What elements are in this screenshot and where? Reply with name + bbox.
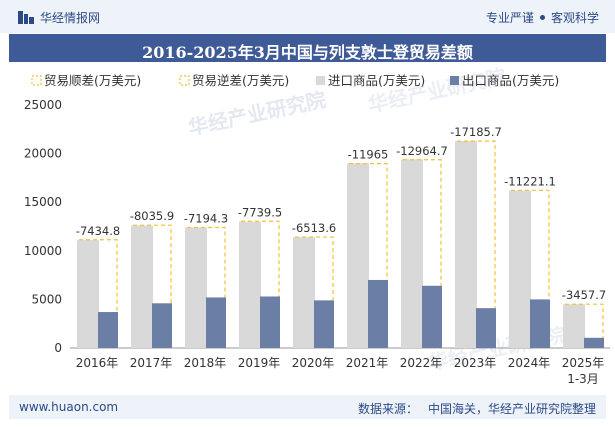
import-bar [77,240,99,348]
watermark-text: 华经产业研究院 [186,87,328,140]
import-bar [185,227,207,348]
y-tick-label: 10000 [24,244,62,258]
tagline: 专业严谨 客观科学 [486,9,599,26]
data-label: -7194.3 [184,212,228,226]
x-tick-label: 2022年 [400,356,443,370]
tagline-right: 客观科学 [550,11,599,25]
legend-label: 贸易逆差(万美元) [192,73,289,88]
y-tick-label: 20000 [24,147,62,161]
export-bar [314,300,334,348]
deficit-marker [133,224,172,304]
y-tick-label: 15000 [24,195,62,209]
y-tick-label: 5000 [31,292,62,306]
import-bar [563,304,585,348]
x-tick-label: 1-3月 [567,372,599,386]
title-bar: 2016-2025年3月中国与列支敦士登贸易差额 [9,34,606,62]
data-source: 数据来源： 中国海关，华经产业研究院整理 [358,400,596,417]
data-label: -17185.7 [450,125,502,139]
import-bar [293,237,315,348]
top-bar: 华经情报网 专业严谨 客观科学 [0,0,615,33]
separator-dot-icon [539,15,545,20]
data-label: -8035.9 [130,209,174,223]
x-tick-label: 2016年 [76,356,119,370]
legend-swatch [31,75,42,86]
source-value: 中国海关，华经产业研究院整理 [427,402,596,416]
x-tick-label: 2023年 [454,356,497,370]
data-label: -3457.7 [562,288,606,302]
y-tick-label: 25000 [24,98,62,112]
legend-label: 贸易顺差(万美元) [44,73,141,88]
import-bar [131,225,153,348]
export-bar [530,299,550,348]
import-bar [401,159,423,348]
legend-swatch [316,76,325,85]
x-tick-label: 2018年 [184,356,227,370]
logo-icon [18,11,34,24]
import-bar [455,140,477,348]
x-tick-label: 2025年 [562,356,605,370]
source-label: 数据来源： [357,402,418,416]
deficit-marker [403,159,442,286]
legend-swatch [179,75,190,86]
x-tick-label: 2024年 [508,356,551,370]
website-url: www.huaon.com [19,400,119,414]
x-tick-label: 2021年 [346,356,389,370]
data-label: -11965 [348,148,389,162]
chart-area: 华经产业研究院 华经产业研究院华经产业研究院0500010000150002000… [24,64,610,386]
x-tick-label: 2020年 [292,356,335,370]
data-label: -6513.6 [292,221,336,235]
export-bar [98,312,118,348]
import-bar [509,190,531,348]
deficit-marker [565,303,604,338]
deficit-marker [349,163,388,280]
deficit-marker [187,226,226,298]
x-tick-label: 2019年 [238,356,281,370]
import-bar [239,221,261,348]
data-label: -7434.8 [76,224,120,238]
export-bar [584,337,604,348]
export-bar [152,303,172,348]
import-bar [347,163,369,348]
export-bar [260,296,280,348]
export-bar [422,285,442,348]
legend-swatch [450,76,459,85]
tagline-left: 专业严谨 [485,11,534,25]
y-tick-label: 0 [54,341,62,355]
footer-bar: www.huaon.com 数据来源： 中国海关，华经产业研究院整理 [9,395,606,419]
brand-name: 华经情报网 [40,11,101,25]
deficit-marker [457,140,496,309]
data-label: -11221.1 [504,174,556,188]
deficit-marker [241,220,280,297]
data-label: -12964.7 [396,144,448,158]
legend-label: 进口商品(万美元) [328,73,425,88]
x-tick-label: 2017年 [130,356,173,370]
data-label: -7739.5 [238,205,282,219]
export-bar [206,297,226,348]
export-bar [368,279,388,348]
deficit-marker [79,239,118,313]
export-bar [476,308,496,348]
chart-title: 2016-2025年3月中国与列支敦士登贸易差额 [142,43,473,62]
deficit-marker [295,236,334,301]
legend-label: 出口商品(万美元) [462,73,559,88]
deficit-marker [511,189,550,300]
